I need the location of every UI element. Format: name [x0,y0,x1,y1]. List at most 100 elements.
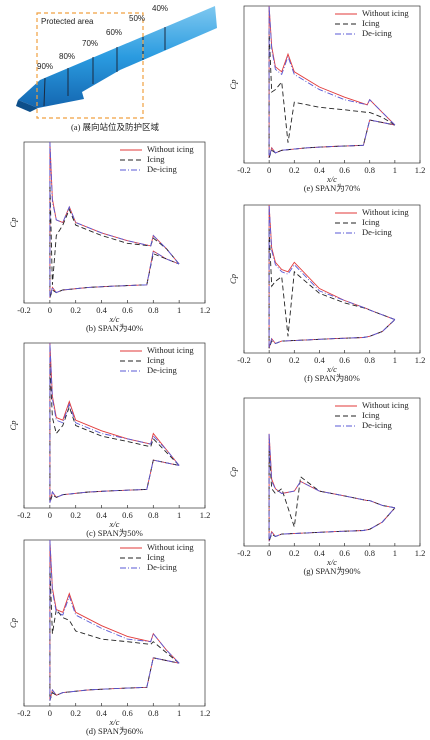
station-label: 60% [106,28,122,37]
plot-frame [23,141,206,304]
x-tick-label: 0 [267,548,271,558]
y-axis-label: Cp [228,467,238,477]
legend-label: De-icing [362,227,392,237]
plot-frame [23,539,206,707]
x-tick-label: 1 [177,708,181,718]
x-tick-label: 0 [48,305,52,315]
x-tick-label: 0 [267,165,271,175]
x-tick-label: 0.4 [314,165,325,175]
station-label: 90% [37,62,53,71]
x-tick-label: 0 [267,355,271,365]
panel-caption: (b) SPAN为40% [86,323,143,333]
legend-label: Icing [362,217,380,227]
y-axis-label: Cp [8,421,18,431]
y-axis-label: Cp [8,218,18,228]
x-tick-label: 1 [177,305,181,315]
x-tick-label: 0.4 [96,708,107,718]
legend-label: De-icing [147,365,177,375]
x-tick-label: 1.2 [415,165,426,175]
panel-caption: (a) 展向站位及防护区域 [71,122,160,132]
station-label: 70% [82,39,98,48]
legend-label: Without icing [362,400,409,410]
cp-curve [49,566,180,701]
legend-label: De-icing [362,420,392,430]
x-tick-label: 1 [177,510,181,520]
x-tick-label: 0.4 [314,355,325,365]
panel-caption: (e) SPAN为70% [304,183,361,193]
protected-area-box [36,12,144,119]
cp-curve [268,204,396,349]
cp-chart: -0.2 0 0.2 0.4 0.6 0.8 1 1.2 x/c Cp (f) SPAN为80% Wi… [228,204,425,383]
x-tick-label: 0.6 [122,305,133,315]
x-tick-label: 1 [393,548,397,558]
y-axis-label: Cp [228,80,238,90]
x-tick-label: 1.2 [200,510,211,520]
wing-tip [16,100,38,112]
x-tick-label: 0.2 [70,305,81,315]
panel-caption: (c) SPAN为50% [86,528,143,538]
y-axis-label: Cp [228,274,238,284]
legend-label: Without icing [362,8,409,18]
panel-caption: (d) SPAN为60% [86,726,143,736]
x-axis-label: x/c [326,174,337,184]
x-tick-label: 0.6 [339,548,350,558]
protected-area-label: Protected area [41,17,94,26]
x-tick-label: 1.2 [200,305,211,315]
x-tick-label: 0.2 [70,510,81,520]
plot-frame [243,5,421,164]
x-tick-label: -0.2 [237,165,250,175]
station-label: 80% [59,52,75,61]
panel-caption: (f) SPAN为80% [304,373,360,383]
x-tick-label: 0.2 [289,165,300,175]
x-axis-label: x/c [326,364,337,374]
legend-label: Without icing [147,542,194,552]
x-tick-label: 1.2 [200,708,211,718]
x-axis-label: x/c [109,314,120,324]
cp-curve [268,228,396,349]
x-tick-label: 0.8 [364,355,375,365]
cp-chart: -0.2 0 0.2 0.4 0.6 0.8 1 1.2 x/c Cp (g) SPAN为90% Wi… [228,397,425,576]
legend-label: Without icing [147,144,194,154]
legend-label: Without icing [147,345,194,355]
station-label: 50% [129,14,145,23]
legend-label: De-icing [362,28,392,38]
x-tick-label: 0.4 [96,510,107,520]
cp-curve [268,5,396,159]
x-axis-label: x/c [326,557,337,567]
legend-label: Icing [147,552,165,562]
cp-chart: -0.2 0 0.2 0.4 0.6 0.8 1 1.2 x/c Cp (c) SPAN为50% Wi… [8,342,211,538]
cp-curve [268,433,396,542]
x-tick-label: -0.2 [237,548,250,558]
plot-frame [243,397,421,547]
x-tick-label: 0.8 [148,708,159,718]
cp-curve [268,433,396,542]
legend-label: De-icing [147,164,177,174]
cp-curve [268,450,396,542]
legend-label: Icing [147,355,165,365]
cp-curve [49,539,180,701]
cp-curve [49,364,180,503]
y-axis-label: Cp [8,618,18,628]
x-tick-label: 0.6 [122,510,133,520]
cp-curve [49,180,180,298]
legend-label: De-icing [147,562,177,572]
cp-chart: -0.2 0 0.2 0.4 0.6 0.8 1 1.2 x/c Cp (e) SPAN为70% Wi… [228,5,426,193]
x-axis-label: x/c [109,717,120,727]
x-tick-label: 0.2 [289,548,300,558]
x-tick-label: 0.2 [289,355,300,365]
x-tick-label: 0 [48,708,52,718]
x-tick-label: 0.6 [122,708,133,718]
cp-chart: -0.2 0 0.2 0.4 0.6 0.8 1 1.2 x/c Cp (d) SPAN为60% Wi… [8,539,211,736]
legend-label: Without icing [362,207,409,217]
x-tick-label: 0.4 [96,305,107,315]
plot-frame [243,204,421,354]
station-label: 40% [152,4,168,13]
legend-label: Icing [362,18,380,28]
panel-caption: (g) SPAN为90% [303,566,360,576]
x-tick-label: -0.2 [17,305,30,315]
x-tick-label: -0.2 [17,708,30,718]
cp-curve [49,342,180,503]
legend-label: Icing [147,154,165,164]
x-tick-label: -0.2 [17,510,30,520]
